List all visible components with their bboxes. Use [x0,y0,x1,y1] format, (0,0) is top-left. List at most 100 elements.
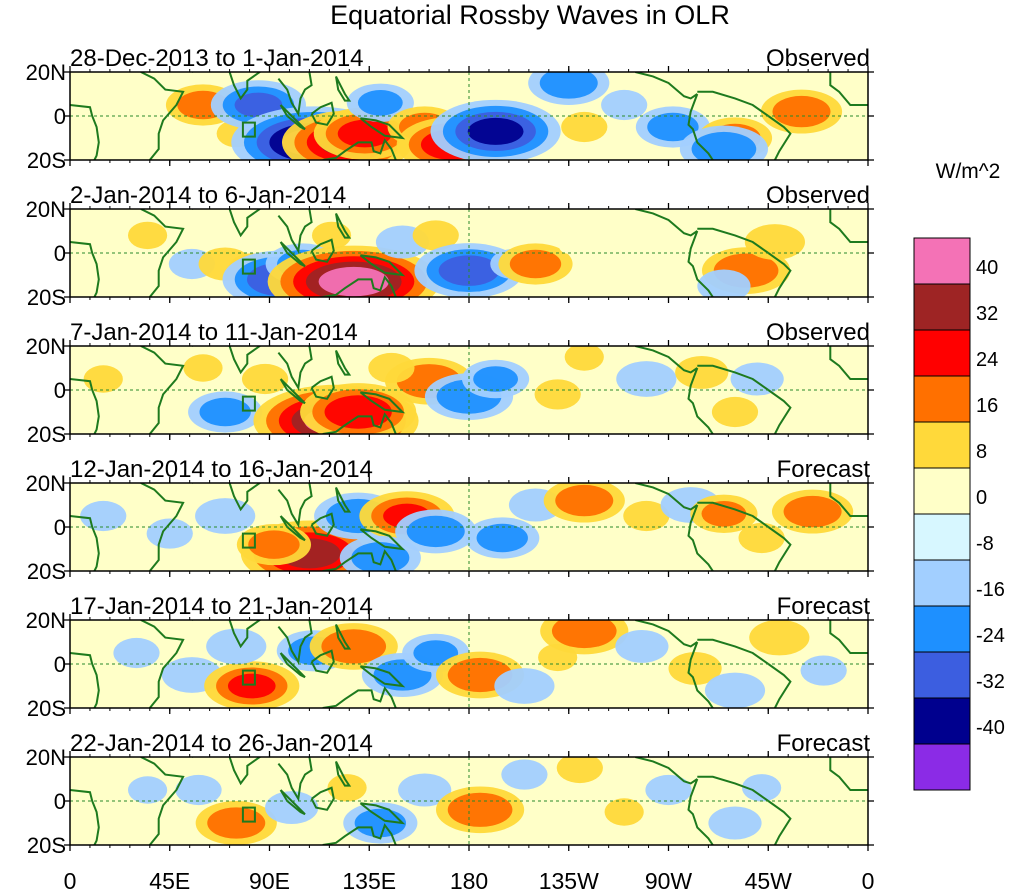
anomaly-cell [528,72,610,105]
x-tick-label: 0 [64,868,77,890]
anomaly-cell [668,651,722,685]
anomaly-cell [113,637,160,669]
colorbar-label: 16 [976,395,998,417]
x-tick-label: 180 [450,868,488,890]
anomaly-cell [368,352,415,384]
coastlines [70,346,868,434]
anomaly-cell [311,221,352,250]
anomaly-cell [265,791,319,825]
anomaly-cell [204,661,300,708]
y-tick-label: 20S [27,833,66,858]
y-tick-label: 20N [26,471,66,496]
y-tick-label: 20N [26,197,66,222]
reference-box [241,395,256,412]
panel-date-range: 2-Jan-2014 to 6-Jan-2014 [70,182,346,209]
x-axis: 0 45E 90E 135E 180 135W 90W 45W 0 [64,868,875,890]
panel-kind: Forecast [777,730,871,757]
anomaly-cell [679,125,769,160]
panel-5: 20N 0 20S 17-Jan-2014 to 21-Jan-2014 Forecas… [26,593,874,721]
anomaly-cell [730,362,784,396]
y-tick-label: 20S [27,696,66,721]
colorbar-swatch [913,467,971,515]
anomaly-cell [412,220,459,251]
y-tick-label: 0 [54,789,66,814]
reference-box [241,532,256,549]
y-tick-label: 20S [27,285,66,310]
colorbar-label: 40 [976,257,998,279]
anomaly-cell [346,83,414,123]
panel-date-range: 28-Dec-2013 to 1-Jan-2014 [70,45,364,72]
anomaly-cell [435,786,525,834]
colorbar-label: 0 [976,487,987,509]
anomaly-cell [534,379,581,410]
y-tick-label: 0 [54,104,66,129]
x-tick-label: 0 [862,868,875,890]
x-tick-label: 90E [249,868,290,890]
x-tick-label: 135W [539,868,599,890]
colorbar-label: -40 [976,717,1005,739]
x-tick-label: 90W [645,868,693,890]
panel-4: 20N 0 20S 12-Jan-2014 to 16-Jan-2014 Forecas… [26,456,874,584]
anomaly-cell [800,655,847,686]
anomaly-cell [556,757,603,784]
anomaly-cell [623,500,670,532]
y-tick-label: 20N [26,334,66,359]
colorbar-swatch [913,283,971,331]
colorbar-label: -8 [976,533,994,555]
anomaly-cell [498,243,573,285]
colorbar-swatch [913,559,971,607]
anomaly-cell [645,774,692,806]
anomaly-cell [398,773,452,807]
coastlines [70,483,868,571]
panel-3: 20N 0 20S 7-Jan-2014 to 11-Jan-2014 Observed [26,319,874,447]
anomaly-cell [749,620,810,656]
anomaly-cell [771,489,854,534]
anomaly-cell [327,774,367,802]
anomaly-cell [708,806,762,840]
panel-date-range: 22-Jan-2014 to 26-Jan-2014 [70,730,373,757]
anomaly-cell [183,354,223,382]
colorbar-swatch [913,375,971,423]
panel-1: 20N 0 20S 28-Dec-2013 to 1-Jan-2014 Observed [26,45,874,173]
coastlines [70,209,868,297]
anomaly-cell [462,359,530,399]
anomaly-cell [83,365,123,393]
anomaly-cell [175,774,222,806]
panel-kind: Forecast [777,593,871,620]
y-tick-label: 20N [26,745,66,770]
panels: 20N 0 20S 28-Dec-2013 to 1-Jan-2014 Observed… [26,45,874,858]
anomaly-cell [343,802,418,844]
colorbar-label: -16 [976,579,1005,601]
y-tick-label: 20S [27,559,66,584]
anomaly-cell [236,524,312,566]
anomaly-cell [690,494,758,533]
reference-box [241,121,256,138]
anomaly-cell [146,518,193,549]
colorbar-swatch [913,329,971,377]
colorbar-label: 32 [976,303,998,325]
x-tick-label: 45W [745,868,793,890]
colorbar-swatch [913,605,971,653]
anomaly-cell [127,221,168,250]
panel-kind: Observed [766,182,870,209]
anomaly-cell [241,363,289,395]
anomaly-cell [711,396,759,428]
panel-kind: Forecast [777,456,871,483]
anomaly-cell [615,629,669,663]
anomaly-cell [494,668,555,704]
anomaly-cell [395,509,477,554]
coastlines [70,757,868,845]
panel-date-range: 17-Jan-2014 to 21-Jan-2014 [70,593,373,620]
anomaly-cell [675,355,729,389]
anomaly-cell [564,346,604,371]
anomaly-cell [127,776,168,804]
panel-date-range: 7-Jan-2014 to 11-Jan-2014 [70,319,358,346]
anomaly-cell [744,224,806,260]
y-tick-label: 0 [54,652,66,677]
reference-box [241,669,256,686]
colorbar-swatch [913,651,971,699]
anomaly-cell [501,759,548,790]
colorbar-label: 8 [976,441,987,463]
colorbar-swatch [913,743,971,791]
